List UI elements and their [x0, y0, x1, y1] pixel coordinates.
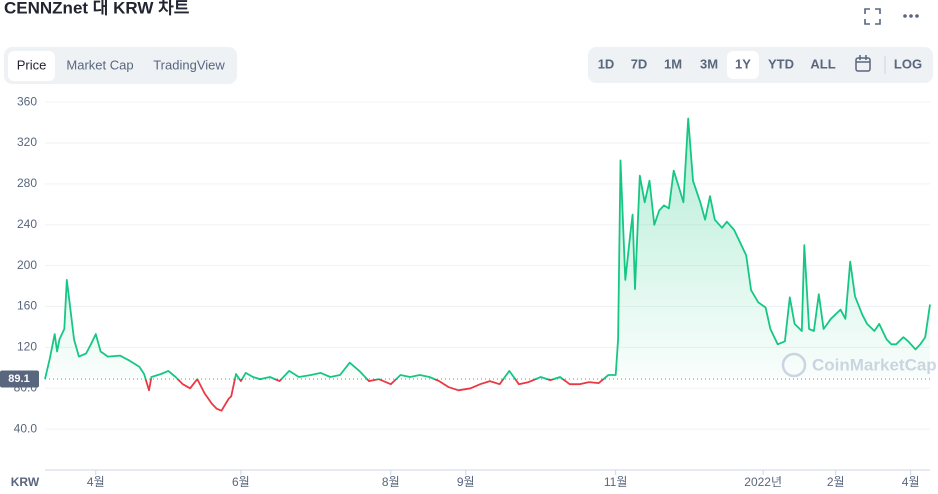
y-tick-label: 360 — [17, 94, 37, 108]
fullscreen-icon[interactable] — [864, 8, 881, 25]
range-button[interactable]: YTD — [768, 56, 794, 71]
price-area — [45, 118, 930, 379]
range-button[interactable]: ALL — [810, 56, 835, 71]
baseline-badge — [0, 370, 39, 388]
x-axis-label: KRW — [11, 475, 40, 489]
y-tick-label: 240 — [17, 217, 37, 231]
y-tick-label: 280 — [17, 176, 37, 190]
y-tick-label: 120 — [17, 340, 37, 354]
range-button[interactable]: 1M — [664, 56, 682, 71]
log-button[interactable]: LOG — [894, 56, 922, 71]
range-button[interactable]: 1Y — [735, 56, 751, 71]
page-title: CENNZnet 대 KRW 차트 — [4, 0, 190, 17]
tab-button[interactable]: Price — [17, 57, 47, 72]
baseline-label: 89.1 — [8, 373, 29, 385]
range-button[interactable]: 3M — [700, 56, 718, 71]
range-group — [588, 47, 933, 83]
x-tick-label: 11월 — [604, 475, 628, 489]
y-tick-label: 200 — [17, 258, 37, 272]
range-button[interactable]: 7D — [631, 56, 648, 71]
range-button[interactable]: 1D — [598, 56, 615, 71]
tab-group — [4, 47, 237, 84]
x-tick-label: 4월 — [902, 475, 920, 489]
x-tick-label: 9월 — [457, 475, 475, 489]
x-tick-label: 2022년 — [744, 475, 782, 489]
x-tick-label: 8월 — [382, 475, 400, 489]
calendar-icon[interactable] — [855, 55, 871, 72]
y-tick-label: 40.0 — [14, 421, 38, 435]
more-icon[interactable] — [903, 14, 919, 18]
active-tab-bg — [8, 51, 55, 81]
x-tick-label: 6월 — [232, 475, 250, 489]
active-range-bg — [727, 51, 759, 79]
price-line — [44, 117, 931, 412]
x-tick-label: 2월 — [827, 475, 845, 489]
y-tick-label: 320 — [17, 135, 37, 149]
y-tick-label: 160 — [17, 299, 37, 313]
tab-button[interactable]: Market Cap — [66, 57, 133, 72]
tab-button[interactable]: TradingView — [153, 57, 225, 72]
x-tick-label: 4월 — [87, 475, 105, 489]
